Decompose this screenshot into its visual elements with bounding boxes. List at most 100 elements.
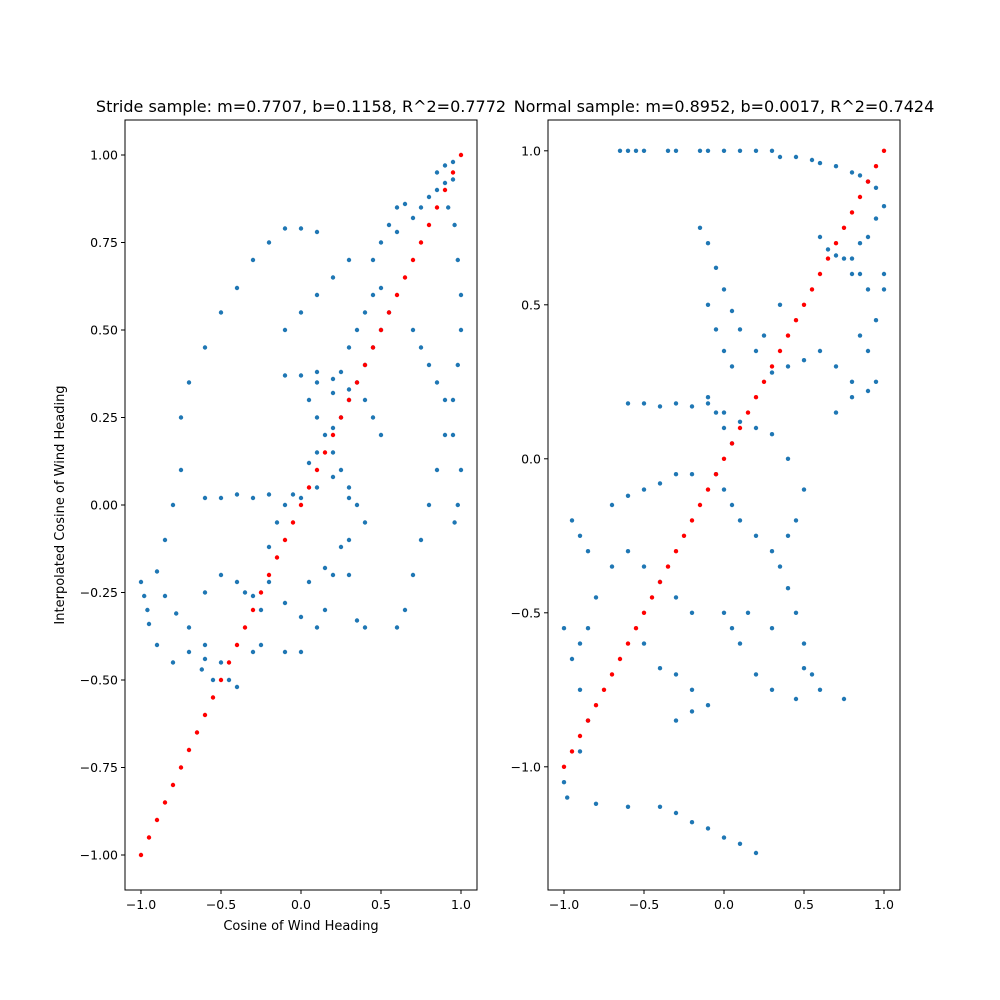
- fit-point: [817, 271, 823, 277]
- data-point: [809, 672, 815, 677]
- data-point: [873, 318, 879, 323]
- data-point: [394, 229, 400, 235]
- fit-point: [697, 502, 703, 508]
- data-point: [266, 240, 272, 245]
- data-point: [641, 148, 647, 153]
- data-point: [199, 667, 204, 672]
- data-point: [298, 495, 304, 501]
- data-point: [138, 579, 144, 585]
- data-point: [455, 257, 460, 263]
- data-point: [178, 415, 184, 420]
- chart-title: Stride sample: m=0.7707, b=0.1158, R^2=0…: [96, 97, 506, 116]
- data-point: [330, 425, 336, 431]
- data-point: [753, 348, 759, 354]
- data-point: [753, 850, 759, 856]
- data-point: [170, 660, 176, 665]
- data-point: [657, 666, 663, 671]
- data-point: [873, 379, 879, 384]
- fit-point: [338, 415, 344, 420]
- fit-point: [769, 364, 775, 369]
- x-tick-label: −0.5: [206, 897, 236, 912]
- fit-point: [849, 210, 855, 215]
- data-point: [585, 549, 591, 554]
- data-point: [817, 234, 823, 240]
- data-point: [378, 240, 384, 245]
- fit-point: [298, 502, 304, 508]
- fit-point: [210, 695, 216, 700]
- fit-point: [146, 835, 152, 840]
- fit-point: [314, 467, 320, 473]
- data-point: [452, 520, 457, 525]
- data-point: [458, 327, 464, 333]
- data-point: [641, 401, 647, 406]
- y-tick-label: 0.00: [90, 498, 118, 513]
- data-point: [745, 610, 751, 615]
- x-tick-label: 0.0: [714, 897, 734, 912]
- data-point: [298, 614, 304, 620]
- y-tick-label: −0.50: [80, 673, 118, 688]
- data-point: [354, 618, 360, 623]
- data-point: [753, 672, 759, 677]
- data-point: [322, 607, 328, 613]
- data-point: [314, 485, 320, 490]
- data-point: [657, 804, 663, 809]
- data-point: [455, 502, 460, 508]
- data-point: [394, 625, 400, 630]
- fit-point: [681, 533, 687, 538]
- data-point: [258, 642, 264, 648]
- data-point: [705, 826, 711, 831]
- data-point: [434, 380, 440, 385]
- data-point: [825, 247, 831, 252]
- data-point: [577, 641, 583, 646]
- data-point: [881, 287, 887, 292]
- data-point: [314, 450, 320, 455]
- data-point: [218, 660, 224, 665]
- fit-point: [386, 310, 392, 315]
- data-point: [202, 642, 208, 648]
- data-point: [689, 472, 695, 477]
- data-point: [306, 397, 312, 403]
- fit-point: [825, 256, 831, 261]
- data-point: [689, 404, 695, 409]
- data-point: [418, 345, 424, 350]
- data-point: [841, 256, 847, 261]
- data-point: [226, 677, 232, 683]
- data-point: [306, 460, 312, 466]
- data-point: [386, 222, 392, 228]
- data-point: [737, 518, 743, 523]
- fit-point: [250, 607, 256, 613]
- data-point: [713, 265, 719, 270]
- data-point: [769, 687, 775, 692]
- fit-point: [641, 610, 647, 615]
- data-point: [290, 492, 296, 497]
- data-point: [266, 544, 272, 550]
- data-point: [689, 820, 695, 825]
- data-point: [801, 666, 807, 671]
- data-point: [186, 625, 192, 630]
- fit-point: [402, 275, 408, 280]
- data-point: [234, 684, 240, 690]
- data-point: [338, 544, 344, 550]
- fit-point: [418, 240, 424, 245]
- fit-point: [569, 749, 575, 754]
- fit-point: [729, 441, 735, 446]
- data-point: [577, 749, 583, 754]
- data-point: [282, 600, 288, 606]
- data-point: [426, 362, 432, 368]
- fit-point: [322, 450, 328, 455]
- data-point: [434, 467, 440, 473]
- data-point: [410, 215, 416, 221]
- y-tick-label: 1.0: [521, 143, 541, 158]
- data-point: [346, 537, 352, 543]
- data-point: [713, 410, 719, 415]
- data-point: [865, 348, 871, 354]
- fit-point: [745, 410, 751, 415]
- data-point: [450, 432, 456, 438]
- data-point: [873, 216, 879, 221]
- data-point: [657, 404, 663, 409]
- data-point: [154, 642, 160, 648]
- fit-point: [617, 656, 623, 662]
- data-point: [402, 607, 408, 613]
- x-tick-label: 0.5: [371, 897, 391, 912]
- data-point: [186, 380, 192, 385]
